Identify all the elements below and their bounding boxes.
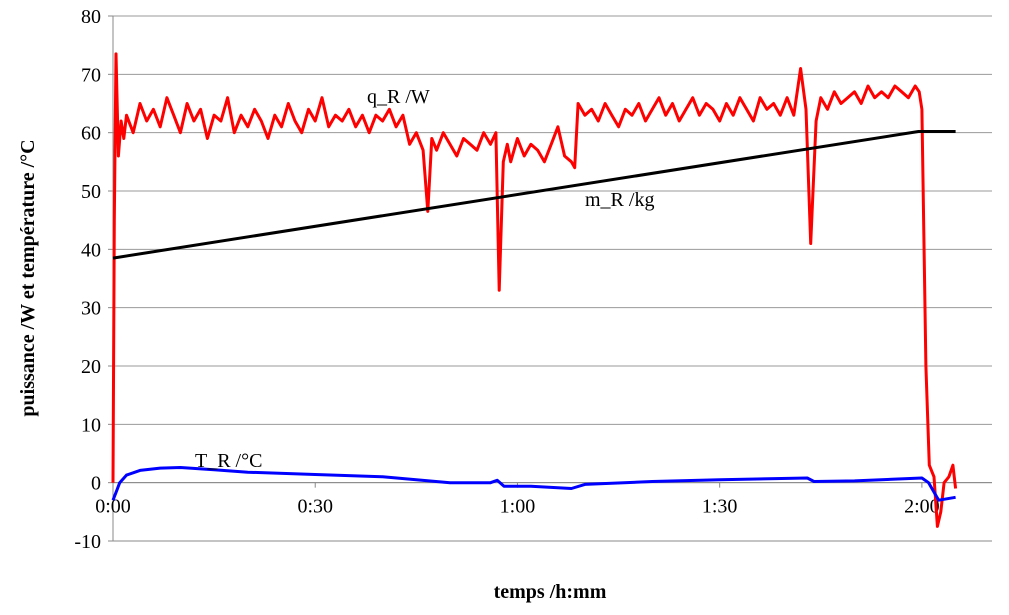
- series-label: m_R /kg: [585, 189, 654, 211]
- line: [111, 52, 958, 528]
- y-tick-label: 70: [81, 64, 101, 86]
- x-tick-label: 0:30: [297, 496, 333, 518]
- line: [111, 466, 956, 502]
- x-axis-title: temps /h:mm: [494, 581, 607, 603]
- y-tick-label: 40: [81, 239, 101, 261]
- y-axis-title: puissance /W et température /°C: [17, 139, 39, 416]
- x-tick-label: 1:30: [702, 496, 738, 518]
- x-tick-label: 0:00: [95, 496, 131, 518]
- y-tick-label: -10: [74, 531, 101, 553]
- y-tick-label: 60: [81, 123, 101, 145]
- y-tick-label: 20: [81, 356, 101, 378]
- x-tick-label: 2:00: [904, 496, 940, 518]
- y-tick-label: 50: [81, 181, 101, 203]
- y-tick-label: 80: [81, 6, 101, 28]
- x-tick-label: 1:00: [500, 496, 536, 518]
- series-label: q_R /W: [367, 86, 430, 108]
- y-tick-label: 30: [81, 298, 101, 320]
- y-tick-label: 10: [81, 414, 101, 436]
- line: [112, 130, 956, 260]
- series-label: T_R /°C: [195, 450, 262, 472]
- y-tick-label: 0: [91, 473, 101, 495]
